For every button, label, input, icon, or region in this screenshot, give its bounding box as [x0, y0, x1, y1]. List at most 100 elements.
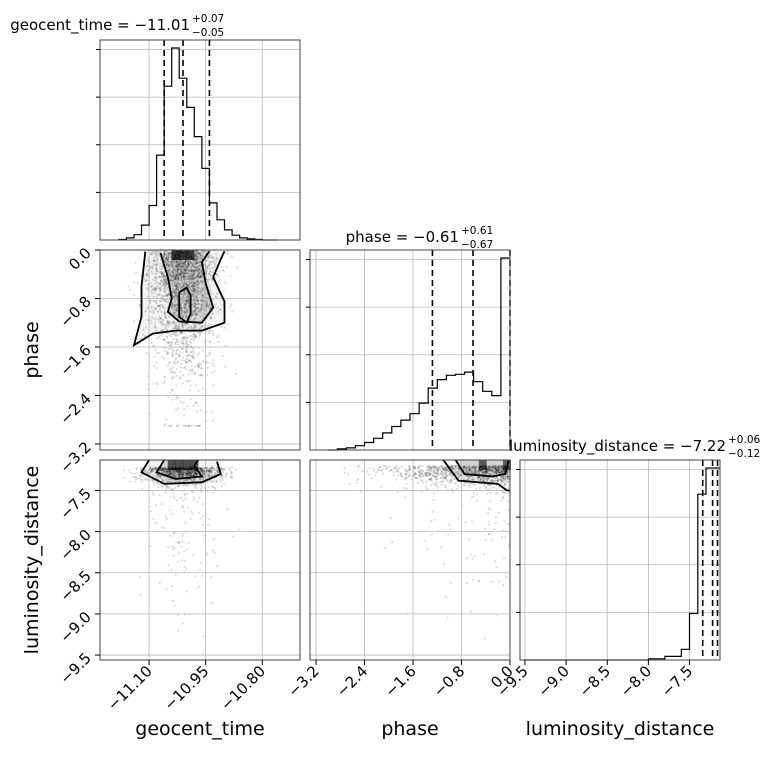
scatter-point	[180, 273, 183, 276]
scatter-point	[196, 268, 199, 271]
scatter-point	[155, 296, 158, 299]
scatter-point	[171, 470, 174, 473]
scatter-point	[207, 523, 210, 526]
scatter-point	[196, 256, 199, 259]
scatter-point	[180, 278, 183, 281]
scatter-point	[190, 338, 193, 341]
scatter-point	[168, 273, 171, 277]
scatter-point	[170, 472, 174, 476]
scatter-point	[176, 269, 179, 272]
scatter-point	[196, 303, 199, 306]
scatter-point	[193, 257, 196, 260]
scatter-point	[481, 478, 484, 481]
scatter-point	[176, 277, 179, 281]
scatter-point	[196, 364, 200, 368]
scatter-point	[159, 288, 162, 291]
scatter-point	[179, 273, 182, 276]
scatter-point	[189, 275, 192, 278]
scatter-point	[190, 466, 193, 470]
scatter-point	[194, 254, 197, 258]
scatter-point	[156, 352, 159, 355]
scatter-point	[194, 291, 197, 294]
scatter-point	[177, 360, 180, 363]
scatter-point	[176, 275, 179, 278]
scatter-point	[207, 469, 210, 472]
scatter-point	[194, 324, 197, 327]
scatter-point	[182, 499, 185, 502]
scatter-point	[170, 252, 173, 255]
scatter-point	[171, 472, 175, 475]
scatter-point	[166, 270, 169, 273]
scatter-point	[177, 424, 180, 427]
scatter-point	[201, 273, 204, 277]
scatter-point	[153, 291, 156, 294]
scatter-point	[168, 473, 171, 476]
scatter-point	[465, 581, 468, 585]
scatter-point	[417, 467, 420, 470]
scatter-point	[495, 521, 498, 525]
scatter-point	[430, 477, 433, 480]
scatter-point	[165, 517, 168, 520]
scatter-point	[198, 277, 201, 280]
scatter-point	[213, 263, 217, 266]
scatter-point	[217, 341, 220, 344]
scatter-point	[217, 280, 220, 283]
scatter-point	[193, 294, 196, 298]
scatter-point	[190, 474, 193, 477]
scatter-point	[178, 467, 181, 470]
scatter-point	[174, 277, 177, 280]
scatter-point	[182, 468, 185, 471]
scatter-point	[164, 277, 167, 280]
scatter-point	[169, 340, 172, 343]
scatter-point	[142, 333, 145, 336]
scatter-point	[176, 250, 179, 253]
scatter-point	[196, 258, 199, 261]
scatter-point	[207, 469, 210, 472]
scatter-point	[180, 309, 183, 312]
scatter-point	[164, 282, 167, 285]
scatter-point	[167, 253, 170, 256]
scatter-point	[167, 469, 170, 472]
scatter-point	[171, 469, 174, 472]
scatter-point	[171, 283, 174, 286]
scatter-point	[169, 252, 172, 255]
scatter-point	[208, 272, 211, 275]
scatter-point	[183, 279, 186, 282]
scatter-point	[176, 253, 180, 256]
scatter-point	[196, 280, 199, 283]
scatter-point	[173, 284, 176, 287]
scatter-point	[388, 469, 391, 472]
scatter-point	[194, 281, 197, 284]
scatter-point	[195, 258, 198, 261]
scatter-point	[178, 276, 181, 279]
scatter-point	[196, 274, 199, 277]
scatter-point	[193, 285, 196, 288]
scatter-point	[183, 291, 186, 294]
scatter-point	[207, 305, 210, 308]
scatter-point	[175, 267, 178, 270]
scatter-point	[179, 469, 182, 472]
scatter-point	[192, 327, 195, 330]
scatter-point	[177, 264, 180, 267]
scatter-point	[476, 469, 479, 473]
scatter-point	[200, 291, 203, 295]
scatter-point	[397, 474, 400, 477]
scatter-point	[191, 302, 194, 305]
scatter-point	[185, 469, 188, 472]
scatter-point	[216, 564, 219, 568]
scatter-point	[174, 308, 177, 312]
scatter-point	[172, 281, 175, 284]
scatter-point	[176, 252, 179, 255]
scatter-point	[487, 511, 490, 515]
scatter-point	[199, 468, 202, 471]
scatter-point	[171, 291, 174, 294]
scatter-point	[190, 255, 193, 258]
scatter-point	[187, 271, 190, 274]
scatter-point	[183, 290, 186, 293]
scatter-point	[185, 309, 188, 312]
scatter-point	[161, 296, 164, 299]
scatter-point	[161, 486, 164, 489]
scatter-point	[199, 275, 202, 278]
scatter-point	[183, 276, 186, 279]
scatter-point	[186, 309, 189, 312]
